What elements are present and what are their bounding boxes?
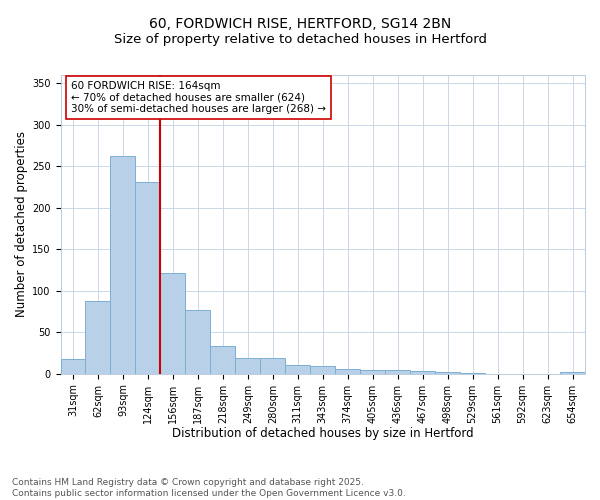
Bar [136,182,160,374]
Bar [235,358,260,374]
Bar [460,373,485,374]
X-axis label: Distribution of detached houses by size in Hertford: Distribution of detached houses by size … [172,427,473,440]
Text: 60 FORDWICH RISE: 164sqm
← 70% of detached houses are smaller (624)
30% of semi-: 60 FORDWICH RISE: 164sqm ← 70% of detach… [71,81,326,114]
Text: Contains HM Land Registry data © Crown copyright and database right 2025.
Contai: Contains HM Land Registry data © Crown c… [12,478,406,498]
Bar [410,371,435,374]
Y-axis label: Number of detached properties: Number of detached properties [15,132,28,318]
Bar [385,370,410,374]
Bar [360,370,385,374]
Bar [110,156,136,374]
Bar [285,366,310,374]
Text: 60, FORDWICH RISE, HERTFORD, SG14 2BN: 60, FORDWICH RISE, HERTFORD, SG14 2BN [149,18,451,32]
Bar [85,300,110,374]
Bar [260,358,285,374]
Bar [61,359,85,374]
Bar [310,366,335,374]
Bar [185,310,211,374]
Bar [435,372,460,374]
Bar [560,372,585,374]
Text: Size of property relative to detached houses in Hertford: Size of property relative to detached ho… [113,32,487,46]
Bar [211,346,235,374]
Bar [335,369,360,374]
Bar [160,274,185,374]
